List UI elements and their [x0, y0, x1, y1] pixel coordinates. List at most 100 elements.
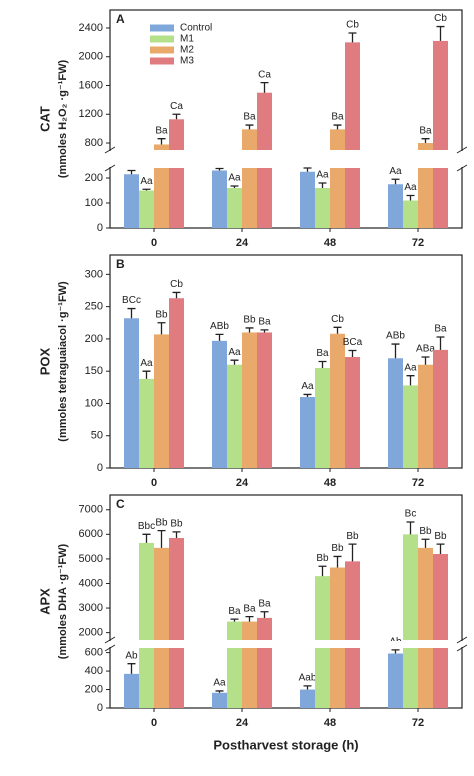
bar	[403, 534, 418, 640]
bar	[212, 340, 227, 468]
error-bar	[406, 194, 415, 201]
y-tick-label: 1600	[79, 79, 103, 91]
bar	[154, 144, 169, 150]
bar	[139, 190, 154, 228]
error-bar	[436, 336, 445, 350]
error-bar	[318, 565, 327, 577]
x-tick-label: 24	[236, 237, 249, 249]
significance-label: Cb	[331, 314, 344, 325]
y-tick-label: 2400	[79, 22, 103, 34]
y-tick-label: 5000	[79, 553, 103, 565]
significance-label: Aa	[140, 358, 153, 369]
break-mark	[456, 636, 468, 644]
bar	[242, 648, 257, 708]
bar	[433, 168, 448, 228]
bar	[124, 174, 139, 228]
x-tick-label: 72	[412, 717, 424, 729]
y-axis-label: CAT	[37, 106, 52, 132]
legend-swatch	[150, 35, 174, 43]
bar	[330, 129, 345, 150]
break-mark	[456, 146, 468, 154]
bar	[388, 184, 403, 228]
bar	[345, 42, 360, 151]
axis-break	[107, 641, 465, 647]
y-tick-label: 200	[85, 683, 103, 695]
bar	[227, 188, 242, 228]
break-mark	[104, 636, 116, 644]
bar	[227, 364, 242, 468]
x-tick-label: 24	[236, 477, 249, 489]
significance-label: ABb	[210, 321, 229, 332]
panel-letter: B	[116, 257, 125, 271]
bar	[433, 349, 448, 468]
significance-label: Ba	[419, 125, 432, 136]
x-tick-label: 72	[412, 477, 424, 489]
x-tick-label: 24	[236, 717, 249, 729]
bar	[418, 547, 433, 640]
legend-label: M2	[180, 45, 194, 56]
plot-frame	[109, 254, 463, 469]
bar	[315, 367, 330, 468]
y-tick-label: 200	[85, 333, 103, 345]
significance-label: Aa	[213, 678, 226, 689]
error-bar	[421, 538, 430, 548]
error-bar	[391, 178, 400, 185]
error-bar	[127, 307, 136, 319]
significance-label: Bb	[419, 526, 432, 537]
error-bar	[157, 529, 166, 548]
error-bar	[245, 616, 254, 622]
bar	[242, 129, 257, 150]
legend-swatch	[150, 24, 174, 32]
bar	[345, 648, 360, 708]
bar	[154, 168, 169, 228]
bar	[300, 689, 315, 708]
error-bar	[260, 329, 269, 333]
bar	[212, 692, 227, 708]
bar	[257, 617, 272, 640]
error-bar	[303, 685, 312, 690]
break-mark	[456, 644, 468, 652]
error-bar	[333, 326, 342, 334]
bar	[257, 92, 272, 150]
bar	[418, 143, 433, 150]
error-bar	[260, 81, 269, 93]
bar	[345, 561, 360, 640]
y-tick-label: 300	[85, 268, 103, 280]
bar	[418, 168, 433, 228]
y-axis-unit: (mmoles H₂O₂ ·g⁻¹FW)	[57, 60, 69, 179]
bar	[315, 576, 330, 640]
bar	[227, 648, 242, 708]
bar	[257, 332, 272, 468]
error-bar	[172, 291, 181, 299]
legend-swatch	[150, 57, 174, 65]
bar	[315, 188, 330, 228]
bar	[227, 621, 242, 640]
significance-label: Ba	[258, 317, 271, 328]
bar	[403, 385, 418, 468]
x-axis-label: Postharvest storage (h)	[213, 737, 358, 752]
significance-label: Bb	[170, 519, 183, 530]
bar	[124, 673, 139, 708]
significance-label: Bb	[155, 517, 168, 528]
bar	[242, 332, 257, 468]
significance-label: Aa	[404, 182, 417, 193]
significance-label: Bb	[434, 531, 447, 542]
y-tick-label: 3000	[79, 602, 103, 614]
significance-label: Ba	[155, 125, 168, 136]
y-tick-label: 800	[85, 137, 103, 149]
bar	[330, 333, 345, 468]
significance-label: Bbc	[138, 521, 155, 532]
y-tick-label: 200	[85, 172, 103, 184]
significance-label: Cb	[170, 279, 183, 290]
error-bar	[215, 690, 224, 693]
break-mark	[104, 146, 116, 154]
significance-label: Aab	[299, 672, 317, 683]
break-mark	[456, 164, 468, 172]
bar	[433, 648, 448, 708]
y-tick-label: 2000	[79, 627, 103, 639]
significance-label: Ba	[258, 598, 271, 609]
bar	[418, 364, 433, 468]
error-bar	[157, 138, 166, 145]
significance-label: ABb	[386, 331, 405, 342]
bar	[330, 648, 345, 708]
